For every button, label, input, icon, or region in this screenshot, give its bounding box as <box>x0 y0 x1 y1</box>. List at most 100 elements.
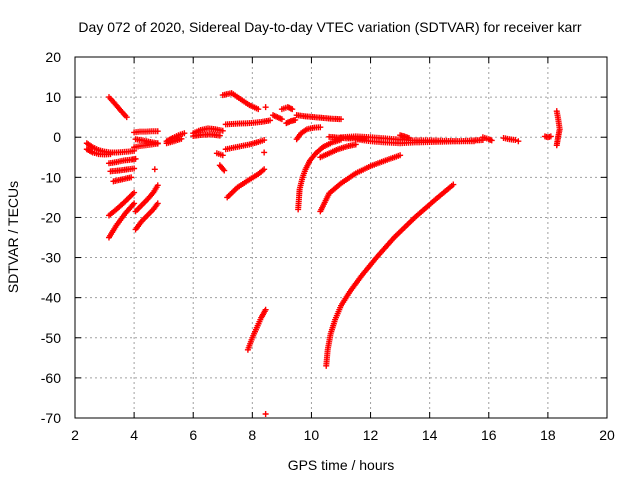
series-arc-16 <box>163 135 185 147</box>
data-point <box>154 182 161 189</box>
series-arc-45 <box>541 133 554 141</box>
x-tick-label: 2 <box>71 427 79 443</box>
series-arc-06 <box>110 174 135 185</box>
data-point <box>261 166 268 173</box>
data-point <box>131 189 138 196</box>
x-tick-label: 18 <box>540 427 556 443</box>
data-point <box>261 137 268 144</box>
series-arc-18 <box>190 131 223 140</box>
series-arc-12 <box>132 182 161 215</box>
series-arc-20 <box>216 162 228 174</box>
series-arc-13 <box>132 200 161 233</box>
data-point <box>255 106 262 113</box>
series-arc-43 <box>500 135 519 144</box>
data-point <box>181 130 188 137</box>
series-arc-40 <box>352 136 486 147</box>
data-point <box>405 135 412 142</box>
data-point <box>317 124 324 131</box>
x-tick-label: 6 <box>189 427 197 443</box>
y-tick-label: -20 <box>41 209 61 225</box>
grid <box>75 57 607 418</box>
data-point <box>107 151 114 158</box>
x-tick-label: 10 <box>304 427 320 443</box>
data-point <box>154 128 161 135</box>
series-arc-33 <box>293 124 324 143</box>
data-point <box>154 140 161 147</box>
y-tick-label: -60 <box>41 370 61 386</box>
data-marks <box>83 90 563 417</box>
series-arc-09 <box>131 128 161 136</box>
data-point <box>515 138 522 145</box>
series-arc-23 <box>222 137 268 153</box>
y-tick-label: 20 <box>45 49 61 65</box>
series-arc-21 <box>219 90 262 113</box>
x-tick-label: 4 <box>130 427 138 443</box>
x-tick-label: 12 <box>363 427 379 443</box>
series-arc-38 <box>323 181 457 369</box>
series-arc-28 <box>261 149 268 156</box>
data-point <box>262 410 269 417</box>
series-arc-36 <box>317 141 359 161</box>
series-arc-14 <box>151 166 158 173</box>
x-tick-label: 16 <box>481 427 497 443</box>
x-axis-label: GPS time / hours <box>288 457 395 473</box>
y-tick-label: 0 <box>53 129 61 145</box>
series-arc-34 <box>295 136 344 213</box>
series-arc-27 <box>262 104 269 111</box>
series-arc-02 <box>83 146 114 158</box>
data-point <box>262 306 269 313</box>
data-point <box>512 137 519 144</box>
series-arc-03 <box>105 94 130 121</box>
data-point <box>128 174 135 181</box>
y-tick-label: 10 <box>45 89 61 105</box>
series-arc-42 <box>479 134 495 144</box>
x-tick-label: 8 <box>248 427 256 443</box>
series-arc-46 <box>553 108 563 149</box>
series-arc-07 <box>105 189 138 219</box>
series-arc-11 <box>131 140 161 151</box>
data-point <box>450 181 457 188</box>
x-tick-label: 20 <box>599 427 615 443</box>
data-point <box>131 200 138 207</box>
data-point <box>289 106 296 113</box>
data-point <box>123 114 130 121</box>
series-arc-32 <box>293 112 344 123</box>
data-point <box>352 141 359 148</box>
series-arc-19 <box>213 150 226 159</box>
data-point <box>267 117 274 124</box>
series-arc-25 <box>244 306 269 353</box>
data-point <box>154 200 161 207</box>
series-arc-44 <box>515 138 522 145</box>
data-point <box>131 165 138 172</box>
data-point <box>151 166 158 173</box>
series-arc-29 <box>270 112 285 123</box>
data-point <box>216 132 223 139</box>
y-tick-label: -30 <box>41 250 61 266</box>
data-point <box>397 152 404 159</box>
data-point <box>261 149 268 156</box>
y-tick-label: -40 <box>41 290 61 306</box>
data-point <box>488 137 495 144</box>
data-point <box>178 135 185 142</box>
data-point <box>219 152 226 159</box>
y-tick-label: -50 <box>41 330 61 346</box>
series-arc-22 <box>222 117 274 128</box>
data-point <box>547 133 554 140</box>
data-point <box>219 127 226 134</box>
data-point <box>278 116 285 123</box>
series-arc-17 <box>190 125 226 137</box>
data-point <box>262 104 269 111</box>
axes: 2 4 6 8 10 12 14 16 18 20 20 10 0 -10 -20 -30 -40 -50 -60 -… <box>41 49 615 443</box>
series-arc-26 <box>262 410 269 417</box>
y-tick-label: -10 <box>41 169 61 185</box>
data-point <box>221 167 228 174</box>
series-arc-30 <box>278 104 296 113</box>
series-arc-04 <box>105 155 139 167</box>
plot-frame <box>74 56 608 419</box>
chart-title: Day 072 of 2020, Sidereal Day-to-day VTE… <box>78 19 581 35</box>
series-arc-05 <box>107 165 138 175</box>
data-point <box>292 116 299 123</box>
series-arc-08 <box>105 200 138 241</box>
data-point <box>338 116 344 123</box>
